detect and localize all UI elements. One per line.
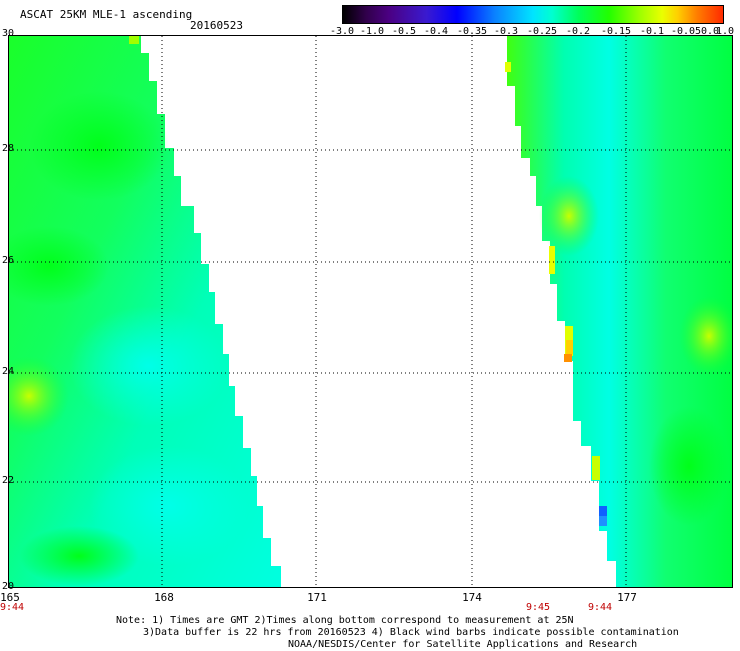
grid <box>9 36 732 587</box>
colorbar-label: -0.2 <box>565 26 591 37</box>
lat-label: 26 <box>2 255 15 266</box>
colorbar-label: -0.1 <box>639 26 665 37</box>
lon-label: 165 <box>0 591 20 604</box>
colorbar-label: 1.0 <box>715 26 735 37</box>
lon-label: 174 <box>462 591 482 604</box>
colorbar-label: -0.35 <box>456 26 488 37</box>
colorbar-label: -3.0 <box>329 26 355 37</box>
lon-label: 168 <box>154 591 174 604</box>
colorbar-label: -0.4 <box>423 26 449 37</box>
colorbar-label: -0.5 <box>391 26 417 37</box>
note-line-3: NOAA/NESDIS/Center for Satellite Applica… <box>288 639 638 650</box>
colorbar-label: -0.15 <box>600 26 632 37</box>
left-swath <box>9 36 281 587</box>
lat-label: 24 <box>2 366 15 377</box>
time-label: 9:45 <box>525 602 551 613</box>
right-swath <box>505 36 732 587</box>
time-label: 9:44 <box>0 602 25 613</box>
colorbar-label: -1.0 <box>359 26 385 37</box>
map-plot <box>8 35 733 588</box>
time-label: 9:44 <box>587 602 613 613</box>
product-title: ASCAT 25KM MLE-1 ascending <box>20 8 193 21</box>
lat-label: 22 <box>2 475 15 486</box>
lat-label: 20 <box>2 581 15 592</box>
colorbar-label: -0.05 <box>670 26 702 37</box>
lon-label: 171 <box>307 591 327 604</box>
product-date: 20160523 <box>190 19 243 32</box>
colorbar-label: 0.0 <box>700 26 720 37</box>
note-line-1: Note: 1) Times are GMT 2)Times along bot… <box>116 615 574 626</box>
colorbar-label: -0.25 <box>526 26 558 37</box>
colorbar <box>342 5 724 24</box>
map-svg <box>9 36 732 587</box>
lon-label: 177 <box>617 591 637 604</box>
colorbar-label: -0.3 <box>493 26 519 37</box>
lat-label: 30 <box>2 28 15 39</box>
colorbar-labels: -3.0 -1.0 -0.5 -0.4 -0.35 -0.3 -0.25 -0.… <box>329 26 735 38</box>
lat-label: 28 <box>2 143 15 154</box>
note-line-2: 3)Data buffer is 22 hrs from 20160523 4)… <box>143 627 679 638</box>
